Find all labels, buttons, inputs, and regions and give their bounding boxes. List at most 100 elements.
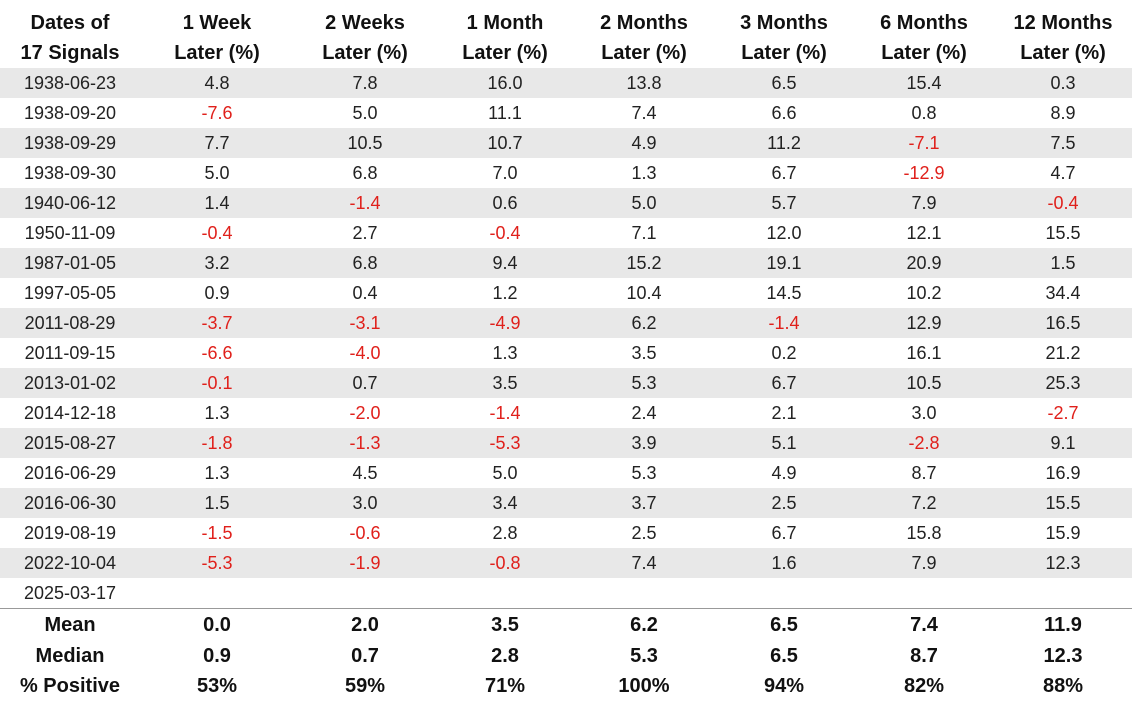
header-line1: 12 Months — [994, 8, 1132, 38]
return-cell: 34.4 — [994, 278, 1132, 308]
return-cell: 7.0 — [436, 158, 574, 188]
return-cell: -5.3 — [140, 548, 294, 578]
return-cell: -1.3 — [294, 428, 436, 458]
return-cell: 7.4 — [574, 548, 714, 578]
return-cell: 3.0 — [854, 398, 994, 428]
summary-value: 53% — [140, 671, 294, 701]
header-line1: 2 Months — [574, 8, 714, 38]
return-cell: 0.6 — [436, 188, 574, 218]
return-cell: 16.5 — [994, 308, 1132, 338]
return-cell: -1.4 — [294, 188, 436, 218]
return-cell: 8.7 — [854, 458, 994, 488]
return-cell: -0.8 — [436, 548, 574, 578]
signal-date-cell: 2011-09-15 — [0, 338, 140, 368]
return-cell: 4.9 — [714, 458, 854, 488]
return-cell: -3.1 — [294, 308, 436, 338]
return-cell: 3.4 — [436, 488, 574, 518]
return-cell: 5.0 — [140, 158, 294, 188]
header-line2: Later (%) — [854, 38, 994, 68]
header-line1: Dates of — [0, 8, 140, 38]
return-cell: -12.9 — [854, 158, 994, 188]
return-cell: 12.0 — [714, 218, 854, 248]
summary-label: % Positive — [0, 671, 140, 701]
return-cell: -6.6 — [140, 338, 294, 368]
summary-value: 5.3 — [574, 641, 714, 671]
return-cell: -0.4 — [436, 218, 574, 248]
return-cell: -7.1 — [854, 128, 994, 158]
header-line1: 3 Months — [714, 8, 854, 38]
return-cell: 4.8 — [140, 68, 294, 98]
return-cell: 7.8 — [294, 68, 436, 98]
return-cell: 10.2 — [854, 278, 994, 308]
return-cell: 4.5 — [294, 458, 436, 488]
return-cell: 2.5 — [714, 488, 854, 518]
summary-value: 6.5 — [714, 609, 854, 642]
return-cell: 10.5 — [854, 368, 994, 398]
return-cell: 14.5 — [714, 278, 854, 308]
return-cell: 0.4 — [294, 278, 436, 308]
return-cell — [714, 578, 854, 609]
return-cell: -2.7 — [994, 398, 1132, 428]
return-cell: -0.1 — [140, 368, 294, 398]
summary-value: 0.7 — [294, 641, 436, 671]
summary-value: 71% — [436, 671, 574, 701]
header-line2: Later (%) — [574, 38, 714, 68]
return-cell: 9.1 — [994, 428, 1132, 458]
return-cell: 6.7 — [714, 368, 854, 398]
return-cell: 10.7 — [436, 128, 574, 158]
signal-date-cell: 2016-06-29 — [0, 458, 140, 488]
return-cell: 3.2 — [140, 248, 294, 278]
return-cell — [854, 578, 994, 609]
return-cell: -1.4 — [436, 398, 574, 428]
return-cell: 4.9 — [574, 128, 714, 158]
return-cell: 2.5 — [574, 518, 714, 548]
return-cell: 1.2 — [436, 278, 574, 308]
return-cell: 1.3 — [436, 338, 574, 368]
return-cell: -7.6 — [140, 98, 294, 128]
return-cell: 25.3 — [994, 368, 1132, 398]
signal-date-cell: 1987-01-05 — [0, 248, 140, 278]
return-cell: 6.8 — [294, 248, 436, 278]
summary-value: 59% — [294, 671, 436, 701]
signal-date-cell: 2022-10-04 — [0, 548, 140, 578]
return-cell: 1.3 — [140, 398, 294, 428]
return-cell: 15.8 — [854, 518, 994, 548]
return-cell: 3.7 — [574, 488, 714, 518]
return-cell: 5.1 — [714, 428, 854, 458]
summary-value: 2.8 — [436, 641, 574, 671]
return-cell: 6.7 — [714, 158, 854, 188]
signal-date-cell: 2015-08-27 — [0, 428, 140, 458]
return-cell: 4.7 — [994, 158, 1132, 188]
return-cell: 12.9 — [854, 308, 994, 338]
header-line2: Later (%) — [714, 38, 854, 68]
summary-value: 8.7 — [854, 641, 994, 671]
return-cell: 1.6 — [714, 548, 854, 578]
signal-date-cell: 1938-09-30 — [0, 158, 140, 188]
table-row: 2025-03-17 — [0, 578, 1132, 609]
summary-label: Mean — [0, 609, 140, 642]
return-cell: 6.7 — [714, 518, 854, 548]
summary-value: 0.9 — [140, 641, 294, 671]
return-cell: 1.5 — [994, 248, 1132, 278]
return-cell: 1.5 — [140, 488, 294, 518]
summary-value: 88% — [994, 671, 1132, 701]
return-cell: 5.0 — [574, 188, 714, 218]
return-cell: 2.7 — [294, 218, 436, 248]
return-cell: 5.0 — [294, 98, 436, 128]
header-line2: Later (%) — [140, 38, 294, 68]
return-cell: 16.0 — [436, 68, 574, 98]
